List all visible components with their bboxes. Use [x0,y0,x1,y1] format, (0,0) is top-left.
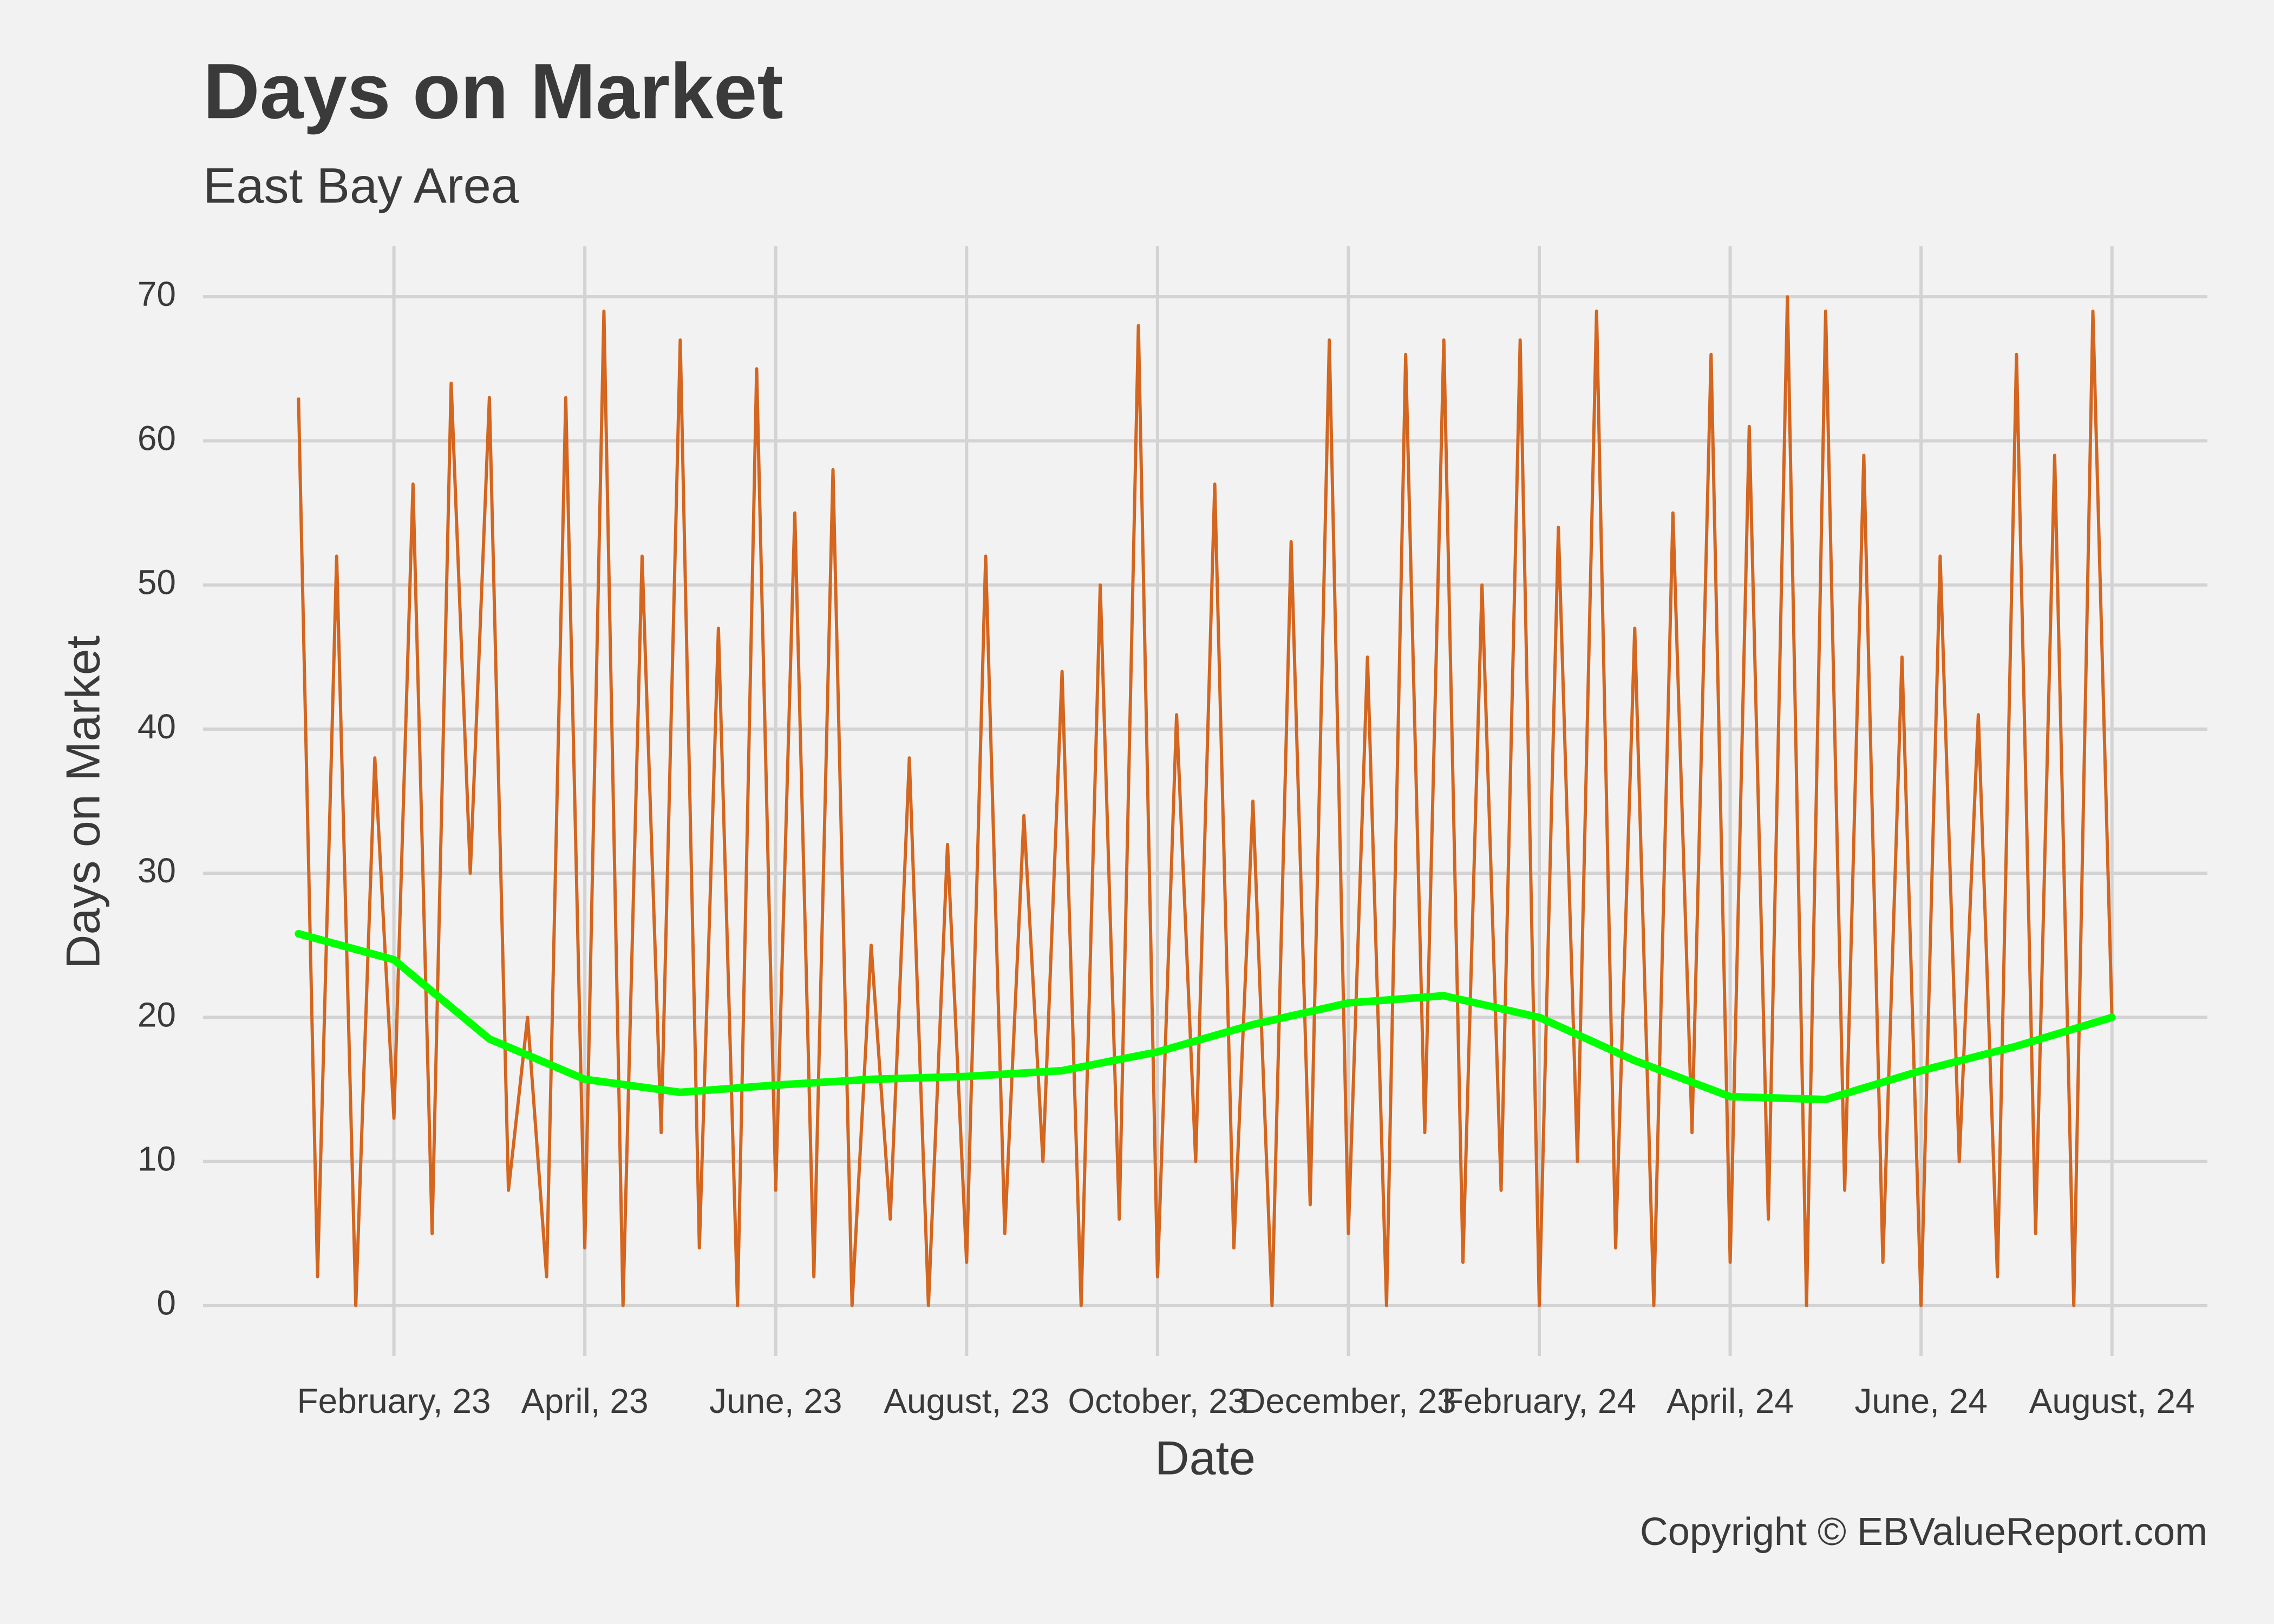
y-tick-label: 50 [138,563,176,602]
y-tick-label: 20 [138,995,176,1034]
y-tick-label: 10 [138,1139,176,1178]
trend-line [295,929,2116,1104]
x-tick-label: October, 23 [1068,1381,1247,1420]
x-tick-label: April, 24 [1667,1381,1794,1420]
y-tick-label: 60 [138,418,176,457]
y-tick-label: 30 [138,851,176,890]
y-tick-label: 70 [138,274,176,313]
x-tick-label: August, 23 [884,1381,1049,1420]
x-tick-label: February, 23 [297,1381,491,1420]
x-tick-label: June, 24 [1854,1381,1988,1420]
y-axis-title: Days on Market [56,636,109,969]
x-axis-title: Date [1155,1431,1256,1484]
x-tick-label: December, 23 [1240,1381,1456,1420]
y-tick-label: 40 [138,707,176,746]
chart-subtitle: East Bay Area [203,158,519,213]
x-tick-label: April, 23 [521,1381,649,1420]
x-tick-label: February, 24 [1442,1381,1636,1420]
y-tick-label: 0 [156,1284,176,1322]
x-tick-label: June, 23 [709,1381,842,1420]
x-tick-label: August, 24 [2029,1381,2195,1420]
data-line [297,295,2114,1307]
chart-title: Days on Market [203,47,783,135]
caption: Copyright © EBValueReport.com [1640,1510,2207,1554]
plot-area [295,295,2116,1307]
